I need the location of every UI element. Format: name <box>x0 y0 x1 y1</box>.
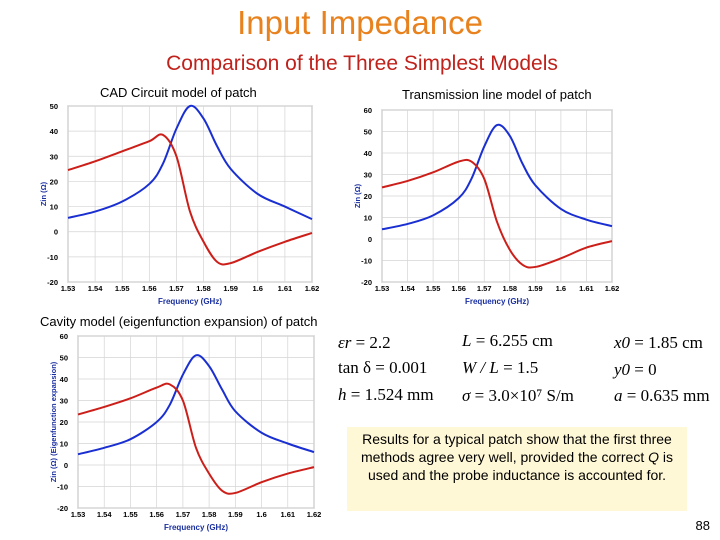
x-tick-label: 1.61 <box>280 510 295 519</box>
series-line-real <box>381 123 613 231</box>
y-tick-label: 0 <box>54 228 58 237</box>
x-axis-label: Frequency (GHz) <box>465 297 529 306</box>
x-tick-label: 1.56 <box>149 510 164 519</box>
x-tick-label: 1.53 <box>375 284 390 293</box>
x-tick-label: 1.54 <box>400 284 415 293</box>
x-tick-label: 1.6 <box>556 284 566 293</box>
slide-subtitle: Comparison of the Three Simplest Models <box>166 52 558 75</box>
x-tick-label: 1.53 <box>61 284 76 293</box>
x-tick-label: 1.57 <box>169 284 184 293</box>
chart-caption-cavity: Cavity model (eigenfunction expansion) o… <box>40 314 318 329</box>
plot-area <box>67 105 313 283</box>
y-tick-label: 60 <box>60 332 68 341</box>
x-tick-label: 1.59 <box>223 284 238 293</box>
y-tick-label: 20 <box>364 192 372 201</box>
x-tick-label: 1.56 <box>142 284 157 293</box>
x-tick-label: 1.53 <box>71 510 86 519</box>
x-tick-label: 1.61 <box>278 284 293 293</box>
y-tick-label: 30 <box>60 397 68 406</box>
y-tick-label: 20 <box>60 418 68 427</box>
x-tick-label: 1.62 <box>307 510 322 519</box>
chart-caption-tline: Transmission line model of patch <box>402 87 592 102</box>
y-tick-label: 30 <box>50 152 58 161</box>
y-tick-label: 0 <box>64 461 68 470</box>
y-tick-label: -20 <box>47 278 58 287</box>
y-tick-label: 10 <box>50 203 58 212</box>
y-tick-label: 10 <box>60 440 68 449</box>
param-L: L = 6.255 cm <box>462 331 553 350</box>
y-tick-label: -20 <box>57 504 68 513</box>
x-tick-label: 1.59 <box>228 510 243 519</box>
x-tick-label: 1.57 <box>477 284 492 293</box>
x-tick-label: 1.57 <box>176 510 191 519</box>
x-tick-label: 1.58 <box>202 510 217 519</box>
x-tick-label: 1.62 <box>305 284 320 293</box>
series-line-imag <box>381 158 613 269</box>
y-tick-label: 40 <box>60 375 68 384</box>
series-line-imag <box>67 133 313 266</box>
x-tick-label: 1.56 <box>451 284 466 293</box>
y-tick-label: -10 <box>47 253 58 262</box>
x-tick-label: 1.58 <box>196 284 211 293</box>
series-line-imag <box>77 382 315 495</box>
results-note: Results for a typical patch show that th… <box>347 427 687 511</box>
x-tick-label: 1.6 <box>256 510 266 519</box>
y-axis-label: Zin (Ω) <box>354 183 362 208</box>
series-line-real <box>67 104 313 221</box>
y-tick-label: 40 <box>364 149 372 158</box>
y-tick-label: 50 <box>60 354 68 363</box>
x-tick-label: 1.54 <box>97 510 112 519</box>
param-tan: tan δ = 0.001 <box>338 358 428 377</box>
x-tick-label: 1.54 <box>88 284 103 293</box>
param-y0: y0 = 0 <box>614 360 657 379</box>
page-number: 88 <box>695 518 710 533</box>
x-tick-label: 1.6 <box>253 284 263 293</box>
chart-cad-model: 1.53 1.54 1.55 1.56 1.57 1.58 1.59 1.6 1.61 1.62 -… <box>40 102 320 306</box>
y-tick-label: -10 <box>57 483 68 492</box>
y-tick-label: 60 <box>364 106 372 115</box>
x-axis-label: Frequency (GHz) <box>164 523 228 532</box>
y-axis-label: Zin (Ω) <box>40 181 48 206</box>
param-x0: x0 = 1.85 cm <box>614 333 703 352</box>
x-tick-label: 1.61 <box>579 284 594 293</box>
y-tick-label: -10 <box>361 257 372 266</box>
x-tick-label: 1.55 <box>115 284 130 293</box>
slide-title: Input Impedance <box>237 4 483 41</box>
param-a: a = 0.635 mm <box>614 386 710 405</box>
x-tick-label: 1.55 <box>123 510 138 519</box>
chart-tline-model: 1.53 1.54 1.55 1.56 1.57 1.58 1.59 1.6 1.61 1.62 -… <box>354 106 620 306</box>
y-tick-label: 20 <box>50 177 58 186</box>
chart-cavity-model: 1.53 1.54 1.55 1.56 1.57 1.58 1.59 1.6 1.61 1.62 -… <box>50 332 322 532</box>
y-tick-label: 40 <box>50 127 58 136</box>
y-tick-label: 30 <box>364 171 372 180</box>
y-axis-label: Zin (Ω) (Eigenfunction expansion) <box>50 361 58 482</box>
chart-caption-cad: CAD Circuit model of patch <box>100 85 257 100</box>
param-WL: W / L = 1.5 <box>462 358 539 377</box>
x-axis-label: Frequency (GHz) <box>158 297 222 306</box>
x-tick-label: 1.55 <box>426 284 441 293</box>
param-sigma: σ = 3.0×10⁷ S/m <box>462 386 574 405</box>
y-tick-label: 50 <box>364 128 372 137</box>
series-line-real <box>77 354 315 456</box>
x-tick-label: 1.59 <box>528 284 543 293</box>
x-tick-label: 1.62 <box>605 284 620 293</box>
y-tick-label: 0 <box>368 235 372 244</box>
y-tick-label: -20 <box>361 278 372 287</box>
param-eps: εr = 2.2 <box>338 333 391 352</box>
x-tick-label: 1.58 <box>502 284 517 293</box>
param-h: h = 1.524 mm <box>338 385 434 404</box>
y-tick-label: 50 <box>50 102 58 111</box>
y-tick-label: 10 <box>364 214 372 223</box>
